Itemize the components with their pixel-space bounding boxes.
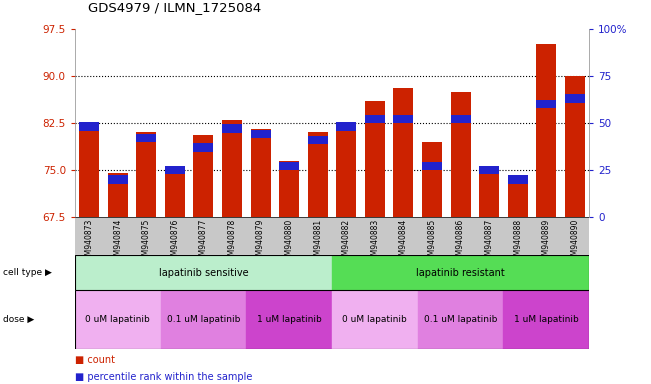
Bar — [279, 162, 299, 170]
Bar — [565, 94, 585, 103]
Text: GSM940873: GSM940873 — [85, 219, 94, 265]
Text: 1 uM lapatinib: 1 uM lapatinib — [256, 315, 322, 324]
Bar — [165, 170, 185, 217]
Bar — [193, 143, 214, 152]
Bar — [308, 132, 327, 217]
Text: GSM940890: GSM940890 — [570, 219, 579, 265]
Text: GSM940877: GSM940877 — [199, 219, 208, 265]
Bar — [136, 134, 156, 142]
Bar — [251, 130, 271, 138]
Bar — [308, 136, 327, 144]
Text: GSM940884: GSM940884 — [399, 219, 408, 265]
Bar — [565, 76, 585, 217]
Bar — [365, 115, 385, 123]
Text: GDS4979 / ILMN_1725084: GDS4979 / ILMN_1725084 — [88, 1, 261, 14]
Text: ■ percentile rank within the sample: ■ percentile rank within the sample — [75, 372, 252, 382]
Bar — [450, 115, 471, 123]
Text: GSM940886: GSM940886 — [456, 219, 465, 265]
Text: dose ▶: dose ▶ — [3, 315, 35, 324]
Bar — [337, 123, 356, 217]
Bar — [503, 290, 589, 349]
Bar — [365, 101, 385, 217]
Bar — [107, 173, 128, 217]
Bar — [107, 175, 128, 184]
Bar — [393, 115, 413, 123]
Bar — [332, 255, 589, 290]
Bar — [75, 255, 332, 290]
Text: cell type ▶: cell type ▶ — [3, 268, 52, 277]
Text: 0.1 uM lapatinib: 0.1 uM lapatinib — [167, 315, 240, 324]
Text: GSM940878: GSM940878 — [227, 219, 236, 265]
Bar — [79, 122, 99, 131]
Bar — [422, 162, 442, 170]
Text: GSM940883: GSM940883 — [370, 219, 380, 265]
Bar — [251, 129, 271, 217]
Text: GSM940889: GSM940889 — [542, 219, 551, 265]
Bar — [222, 124, 242, 133]
Text: GSM940885: GSM940885 — [428, 219, 437, 265]
Bar — [536, 100, 557, 108]
Bar — [422, 142, 442, 217]
Text: 1 uM lapatinib: 1 uM lapatinib — [514, 315, 579, 324]
Text: GSM940880: GSM940880 — [284, 219, 294, 265]
Text: 0 uM lapatinib: 0 uM lapatinib — [85, 315, 150, 324]
Text: lapatinib sensitive: lapatinib sensitive — [159, 268, 248, 278]
Bar — [418, 290, 503, 349]
Bar — [479, 170, 499, 217]
Bar — [479, 166, 499, 174]
Bar — [508, 179, 528, 217]
Bar — [450, 91, 471, 217]
Bar — [337, 122, 356, 131]
Text: ■ count: ■ count — [75, 355, 115, 365]
Bar — [193, 136, 214, 217]
Text: GSM940888: GSM940888 — [513, 219, 522, 265]
Text: 0 uM lapatinib: 0 uM lapatinib — [342, 315, 408, 324]
Bar — [165, 166, 185, 174]
Bar — [246, 290, 332, 349]
Text: GSM940874: GSM940874 — [113, 219, 122, 265]
Text: GSM940887: GSM940887 — [484, 219, 493, 265]
Bar — [508, 175, 528, 184]
Text: GSM940882: GSM940882 — [342, 219, 351, 265]
Text: GSM940879: GSM940879 — [256, 219, 265, 265]
Bar — [332, 290, 418, 349]
Text: GSM940881: GSM940881 — [313, 219, 322, 265]
Bar — [75, 290, 161, 349]
Text: GSM940875: GSM940875 — [142, 219, 151, 265]
Text: 0.1 uM lapatinib: 0.1 uM lapatinib — [424, 315, 497, 324]
Bar — [536, 45, 557, 217]
Bar — [279, 161, 299, 217]
Bar — [136, 132, 156, 217]
Text: GSM940876: GSM940876 — [171, 219, 180, 265]
Bar — [79, 123, 99, 217]
Bar — [222, 120, 242, 217]
Text: lapatinib resistant: lapatinib resistant — [416, 268, 505, 278]
Bar — [161, 290, 246, 349]
Bar — [393, 88, 413, 217]
